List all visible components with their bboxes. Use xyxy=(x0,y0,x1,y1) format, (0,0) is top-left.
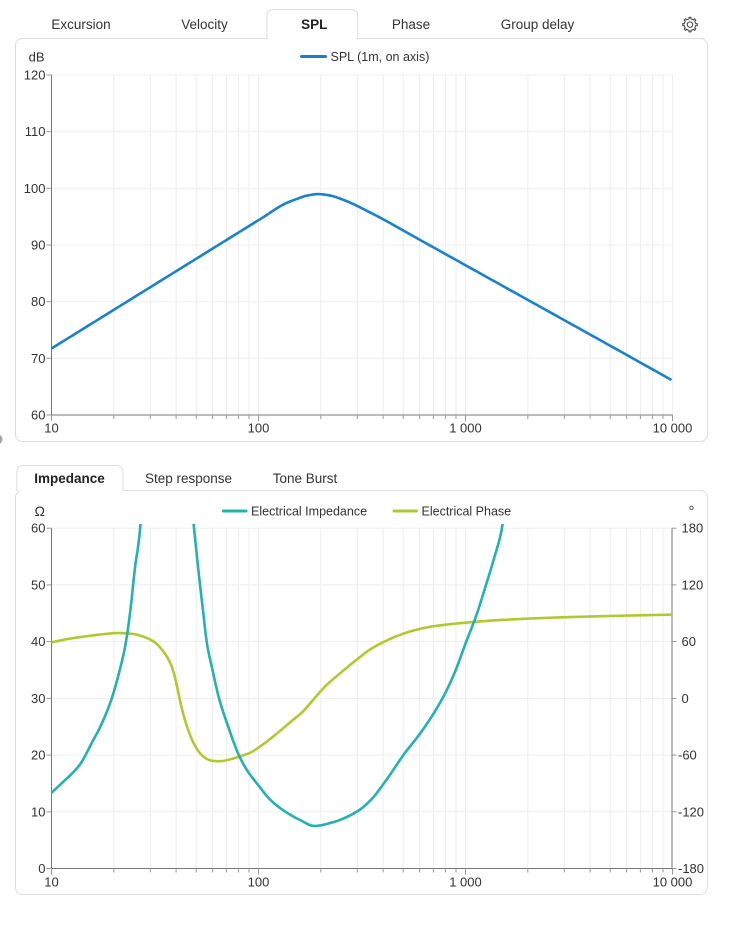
svg-text:30: 30 xyxy=(31,691,45,706)
svg-text:Excursion: Excursion xyxy=(51,17,110,32)
svg-text:180: 180 xyxy=(682,521,704,536)
svg-text:20: 20 xyxy=(31,748,45,763)
svg-text:Step response: Step response xyxy=(145,471,232,486)
svg-text:Electrical Impedance: Electrical Impedance xyxy=(251,505,367,519)
svg-text:10: 10 xyxy=(31,804,45,819)
svg-text:Velocity: Velocity xyxy=(181,17,228,32)
svg-text:40: 40 xyxy=(31,634,45,649)
svg-text:100: 100 xyxy=(24,181,46,196)
svg-text:dB: dB xyxy=(29,50,45,65)
svg-text:120: 120 xyxy=(682,577,704,592)
svg-text:60: 60 xyxy=(31,521,45,536)
svg-text:1 000: 1 000 xyxy=(449,874,482,889)
svg-text:Ω: Ω xyxy=(35,503,45,519)
svg-text:100: 100 xyxy=(248,874,270,889)
svg-text:Tone Burst: Tone Burst xyxy=(273,471,338,486)
svg-text:-120: -120 xyxy=(678,804,704,819)
svg-text:90: 90 xyxy=(31,238,45,253)
svg-text:10: 10 xyxy=(44,420,58,435)
svg-text:Group delay: Group delay xyxy=(501,17,575,32)
svg-text:0: 0 xyxy=(38,861,45,876)
svg-text:110: 110 xyxy=(25,124,46,139)
svg-text:70: 70 xyxy=(31,351,45,366)
svg-text:80: 80 xyxy=(31,294,45,309)
svg-text:10: 10 xyxy=(44,874,58,889)
svg-text:10 000: 10 000 xyxy=(653,874,693,889)
svg-text:50: 50 xyxy=(31,577,45,592)
svg-text:0: 0 xyxy=(682,691,689,706)
svg-text:°: ° xyxy=(689,503,695,520)
svg-text:SPL: SPL xyxy=(301,17,327,32)
svg-text:60: 60 xyxy=(31,408,45,423)
svg-text:-180: -180 xyxy=(678,861,704,876)
svg-text:100: 100 xyxy=(248,420,270,435)
svg-text:Impedance: Impedance xyxy=(34,471,105,486)
svg-text:-60: -60 xyxy=(678,748,697,763)
svg-text:SPL (1m, on axis): SPL (1m, on axis) xyxy=(331,50,430,64)
svg-text:10 000: 10 000 xyxy=(653,420,693,435)
svg-text:60: 60 xyxy=(682,634,696,649)
svg-text:120: 120 xyxy=(24,68,46,83)
svg-text:Electrical Phase: Electrical Phase xyxy=(422,505,512,519)
svg-text:1 000: 1 000 xyxy=(449,420,482,435)
svg-text:Phase: Phase xyxy=(392,17,430,32)
